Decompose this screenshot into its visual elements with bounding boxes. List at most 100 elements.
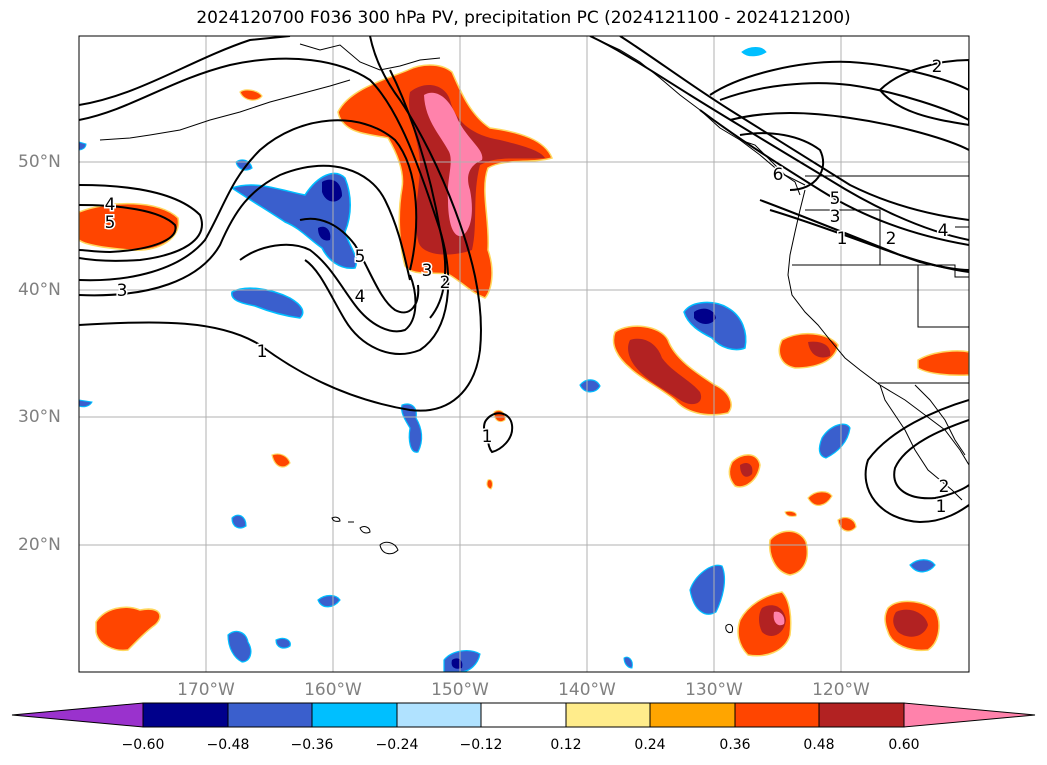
- pv-contour-west-1: [79, 184, 203, 262]
- precip-neg-west-core-1: [322, 179, 342, 202]
- coast-gulf-california: [914, 384, 966, 456]
- precip-pos-small-north: [239, 89, 263, 101]
- pv-contour-trough-4: [389, 69, 447, 319]
- colorbar-swatch-over: [903, 702, 1036, 728]
- pv-label: 4: [105, 195, 116, 215]
- colorbar-swatch: [818, 702, 905, 728]
- precip-negative-anomalies: [79, 47, 936, 672]
- precip-pos-far-east-core: [893, 609, 928, 637]
- border-ca-nv: [917, 265, 969, 328]
- precip-neg-west-core-2: [318, 226, 331, 241]
- pv-contour-east-7: [739, 132, 825, 191]
- precip-pos-mid-3: [837, 517, 857, 532]
- coastlines: [99, 36, 969, 633]
- precip-pos-tiny-1: [493, 409, 506, 423]
- colorbar-swatch: [649, 702, 736, 728]
- pv-contour-east-5: [719, 82, 969, 121]
- colorbar-swatch: [396, 702, 482, 728]
- colorbar-swatch: [480, 702, 567, 728]
- pv-contour-trough-3: [79, 36, 291, 106]
- precip-neg-south-2: [231, 514, 247, 529]
- lon-label-120w: 120°W: [812, 680, 870, 700]
- lon-label-130w: 130°W: [685, 680, 743, 700]
- pv-contour-east-low-2: [769, 209, 969, 271]
- pv-contour-east-8: [878, 58, 969, 127]
- colorbar-swatch: [565, 702, 651, 728]
- pv-label: 1: [482, 427, 493, 447]
- colorbar-swatch: [227, 702, 313, 728]
- precip-pos-coast-ca-core: [808, 341, 831, 358]
- lon-label-150w: 150°W: [431, 680, 489, 700]
- coast-island-sw: [725, 623, 733, 633]
- precip-neg-small-1: [579, 379, 601, 393]
- pv-label: 4: [355, 287, 366, 307]
- pv-label: 5: [105, 213, 116, 233]
- pv-label: 2: [932, 57, 943, 77]
- lon-label-160w: 160°W: [304, 680, 362, 700]
- colorbar-tick: −0.36: [290, 737, 334, 753]
- colorbar-tick: 0.12: [550, 737, 582, 753]
- precip-pos-coast-ca: [778, 332, 839, 369]
- colorbar: [11, 702, 1036, 728]
- precip-pos-east-edge: [917, 350, 969, 376]
- lat-label-30n: 30°N: [18, 407, 61, 427]
- precip-neg-north-edge: [741, 47, 767, 57]
- map-title: 2024120700 F036 300 hPa PV, precipitatio…: [196, 8, 851, 28]
- pv-contour-east-2: [619, 36, 969, 221]
- precip-neg-tiny-2: [623, 656, 633, 669]
- pv-label: 3: [422, 261, 433, 281]
- precip-pos-south-1: [768, 530, 809, 576]
- precip-pos-mid-1-core: [740, 463, 753, 477]
- colorbar-tick: 0.24: [634, 737, 666, 753]
- pv-contour-inner-2: [299, 217, 420, 314]
- precip-pos-south-2-peak: [773, 611, 785, 626]
- graticule: [79, 36, 969, 672]
- colorbar-tick: 0.36: [719, 737, 751, 753]
- colorbar-swatch: [142, 702, 229, 728]
- pv-contour-west-2: [79, 204, 177, 254]
- colorbar-tick: −0.48: [206, 737, 250, 753]
- precip-pos-tiny-3: [784, 510, 797, 517]
- precip-neg-south-5: [275, 637, 291, 649]
- coast-west-us: [787, 189, 969, 466]
- lat-label-40n: 40°N: [18, 280, 61, 300]
- colorbar-swatch: [311, 702, 398, 728]
- pv-label: 5: [355, 247, 366, 267]
- precip-pos-central-core: [628, 338, 702, 405]
- precip-positive-anomalies: [79, 64, 969, 657]
- pv-contour-south-east-2: [893, 419, 969, 500]
- precip-pos-mid-2: [807, 491, 833, 506]
- pv-label: 2: [886, 229, 897, 249]
- pv-contours: [79, 36, 969, 524]
- coast-baja: [879, 384, 963, 501]
- pv-label: 2: [939, 477, 950, 497]
- coast-hawaii-3: [331, 516, 341, 522]
- pv-contour-cutoff: [482, 412, 514, 454]
- precip-neg-mid-pacific-core: [694, 308, 716, 324]
- colorbar-swatch-under: [11, 702, 144, 728]
- precip-pos-far-sw: [95, 606, 161, 652]
- precip-neg-mid-pacific: [683, 301, 747, 351]
- coast-aleutians: [99, 79, 351, 141]
- pv-label: 3: [117, 281, 128, 301]
- lat-label-20n: 20°N: [18, 535, 61, 555]
- precip-neg-south-4: [227, 630, 252, 663]
- precip-neg-far-east: [909, 559, 936, 573]
- pv-contour-labels: 4 5 3 1 5 4 3 2 2 6 5 3 1 2 4 1 1 2: [103, 56, 951, 519]
- precip-pos-west-blob: [79, 202, 180, 251]
- pv-contour-west-4: [79, 164, 411, 297]
- coast-alaska-panhandle: [589, 36, 801, 196]
- colorbar-tick: −0.12: [459, 737, 503, 753]
- pv-label: 1: [837, 229, 848, 249]
- coast-alaska-south: [299, 43, 441, 71]
- lon-label-170w: 170°W: [177, 680, 235, 700]
- coast-hawaii-2: [359, 526, 371, 534]
- pv-label: 1: [936, 497, 947, 517]
- colorbar-tick: 0.60: [888, 737, 920, 753]
- colorbar-tick: −0.24: [375, 737, 419, 753]
- precip-pos-main-peak: [424, 92, 483, 237]
- precip-neg-south-1: [689, 564, 726, 615]
- border-or-ca: [792, 264, 969, 278]
- precip-pos-tiny-2: [486, 479, 493, 490]
